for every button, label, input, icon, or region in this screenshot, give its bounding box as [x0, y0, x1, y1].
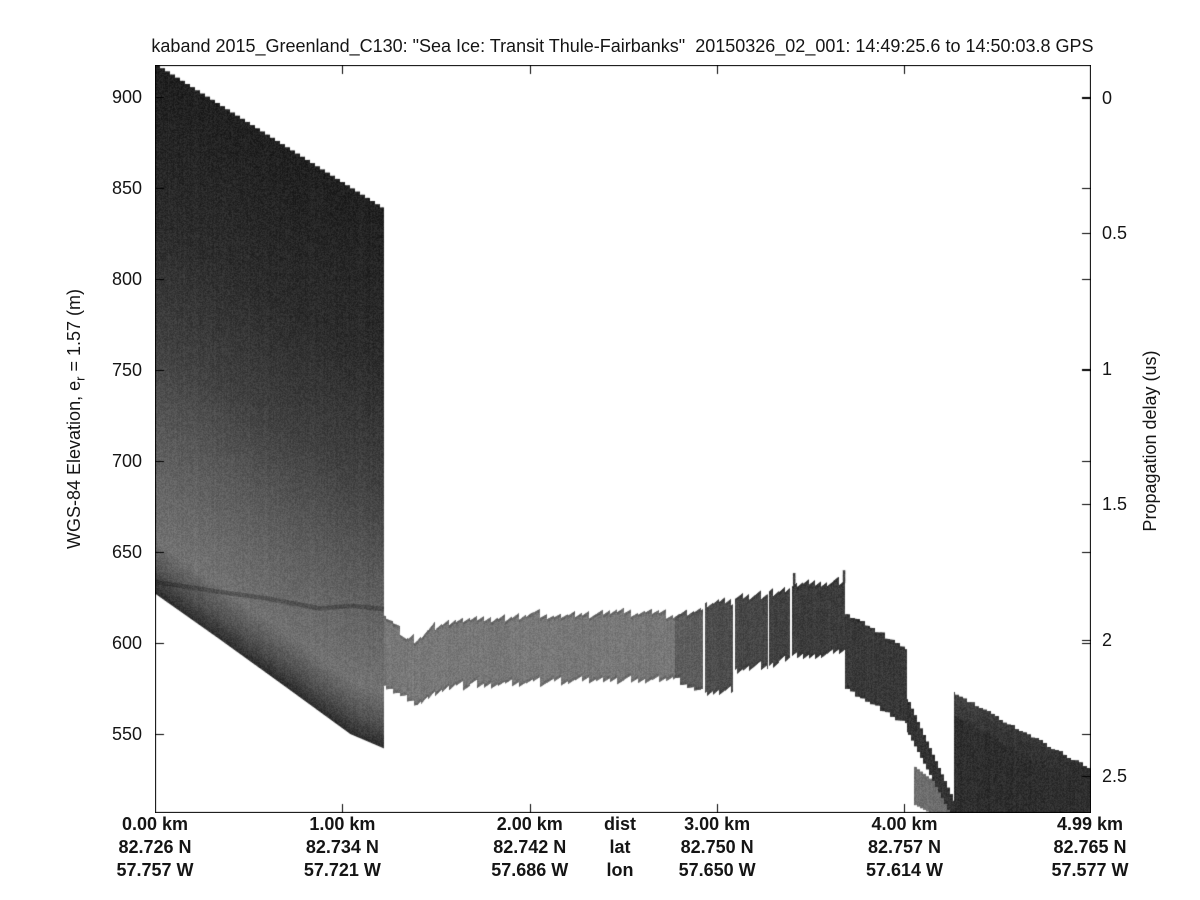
- y-tick-label-elevation: 900: [50, 86, 142, 108]
- x-tick-label-group: 4.00 km 82.757 N 57.614 W: [829, 813, 979, 882]
- x-tick-label-group: 0.00 km 82.726 N 57.757 W: [80, 813, 230, 882]
- figure: kaband 2015_Greenland_C130: "Sea Ice: Tr…: [0, 0, 1200, 900]
- echogram-canvas: [155, 65, 1091, 813]
- x-tick-km: 1.00 km: [267, 813, 417, 836]
- y-axis-label-left: WGS-84 Elevation, er = 1.57 (m): [64, 169, 88, 669]
- x-tick-km: 4.99 km: [1015, 813, 1165, 836]
- y-axis-label-right: Propagation delay (us): [1140, 281, 1164, 601]
- y-tick-label-delay: 2.5: [1102, 765, 1182, 787]
- x-tick-lon: 57.757 W: [80, 859, 230, 882]
- y-tick-label-delay: 1.5: [1102, 493, 1182, 515]
- y-tick-label-elevation: 750: [50, 359, 142, 381]
- y-tick-label-elevation: 650: [50, 541, 142, 563]
- x-tick-label-group: 1.00 km 82.734 N 57.721 W: [267, 813, 417, 882]
- x-tick-lon: 57.577 W: [1015, 859, 1165, 882]
- y-tick-label-delay: 2: [1102, 629, 1182, 651]
- y-tick-label-elevation: 700: [50, 450, 142, 472]
- x-axis-row-header: lat: [545, 836, 695, 859]
- y-tick-label-elevation: 550: [50, 723, 142, 745]
- x-axis-row-header: lon: [545, 859, 695, 882]
- y-tick-label-delay: 1: [1102, 358, 1182, 380]
- y-tick-label-delay: 0: [1102, 87, 1182, 109]
- x-tick-lat: 82.734 N: [267, 836, 417, 859]
- x-tick-km: 4.00 km: [829, 813, 979, 836]
- y-tick-label-elevation: 800: [50, 268, 142, 290]
- plot-area: [155, 65, 1091, 813]
- x-tick-label-group: 4.99 km 82.765 N 57.577 W: [1015, 813, 1165, 882]
- x-tick-lat: 82.726 N: [80, 836, 230, 859]
- y-tick-label-elevation: 600: [50, 632, 142, 654]
- x-tick-km: 0.00 km: [80, 813, 230, 836]
- x-axis-row-header: dist: [545, 813, 695, 836]
- x-tick-lat: 82.757 N: [829, 836, 979, 859]
- chart-title: kaband 2015_Greenland_C130: "Sea Ice: Tr…: [45, 36, 1200, 57]
- x-tick-lon: 57.721 W: [267, 859, 417, 882]
- y-tick-label-elevation: 850: [50, 177, 142, 199]
- x-axis-row-headers: dist lat lon: [545, 813, 695, 882]
- y-tick-label-delay: 0.5: [1102, 222, 1182, 244]
- x-tick-lat: 82.765 N: [1015, 836, 1165, 859]
- x-tick-lon: 57.614 W: [829, 859, 979, 882]
